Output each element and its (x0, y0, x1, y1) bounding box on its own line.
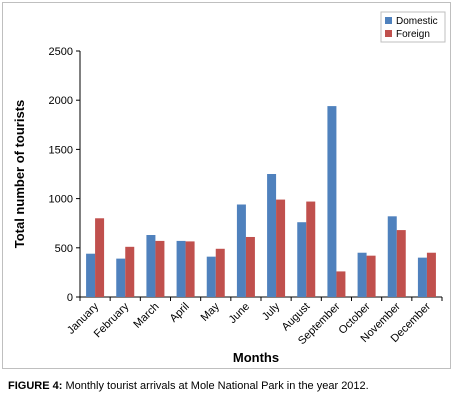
y-tick-label: 1000 (49, 194, 73, 206)
bar-domestic-august (297, 222, 307, 297)
bar-foreign-may (215, 248, 225, 297)
y-tick-label: 500 (55, 243, 73, 255)
y-tick-label: 2500 (49, 46, 73, 58)
bar-foreign-november (396, 230, 406, 297)
x-axis-title: Months (233, 350, 279, 365)
bar-foreign-december (426, 252, 436, 297)
x-tick-label-june: June (227, 301, 252, 326)
bar-domestic-january (86, 253, 96, 297)
bar-domestic-june (236, 204, 246, 297)
bar-foreign-september (336, 271, 346, 297)
x-tick-label-july: July (260, 300, 283, 323)
legend-swatch-foreign (385, 30, 392, 37)
bar-domestic-april (176, 240, 186, 297)
bar-domestic-march (146, 235, 156, 297)
y-axis-title: Total number of tourists (12, 100, 27, 249)
y-tick-label: 1500 (49, 144, 73, 156)
bar-foreign-january (95, 218, 105, 297)
x-tick-label-may: May (199, 300, 223, 324)
bar-foreign-july (276, 199, 286, 297)
y-tick-label: 0 (67, 292, 73, 304)
bar-domestic-may (206, 256, 216, 297)
bar-domestic-july (267, 174, 277, 297)
legend-label-domestic: Domestic (396, 16, 438, 27)
bar-foreign-june (245, 236, 255, 297)
bar-domestic-february (116, 258, 126, 297)
bar-domestic-october (357, 252, 367, 297)
x-tick-label-march: March (131, 301, 161, 331)
figure-caption: FIGURE 4: Monthly tourist arrivals at Mo… (8, 380, 369, 392)
caption-label: FIGURE 4: (8, 380, 63, 392)
y-tick-label: 2000 (49, 95, 73, 107)
caption-text: Monthly tourist arrivals at Mole Nationa… (62, 380, 369, 392)
bar-foreign-april (185, 241, 195, 297)
bar-foreign-february (125, 246, 135, 297)
bar-foreign-august (306, 201, 316, 297)
x-tick-label-april: April (168, 301, 192, 325)
legend-swatch-domestic (385, 17, 392, 24)
bar-domestic-december (417, 257, 427, 297)
bar-foreign-october (366, 255, 376, 297)
chart-frame (2, 2, 451, 369)
bar-foreign-march (155, 240, 165, 297)
bar-domestic-september (327, 106, 337, 297)
legend-label-foreign: Foreign (396, 29, 430, 40)
bar-domestic-november (387, 216, 397, 297)
